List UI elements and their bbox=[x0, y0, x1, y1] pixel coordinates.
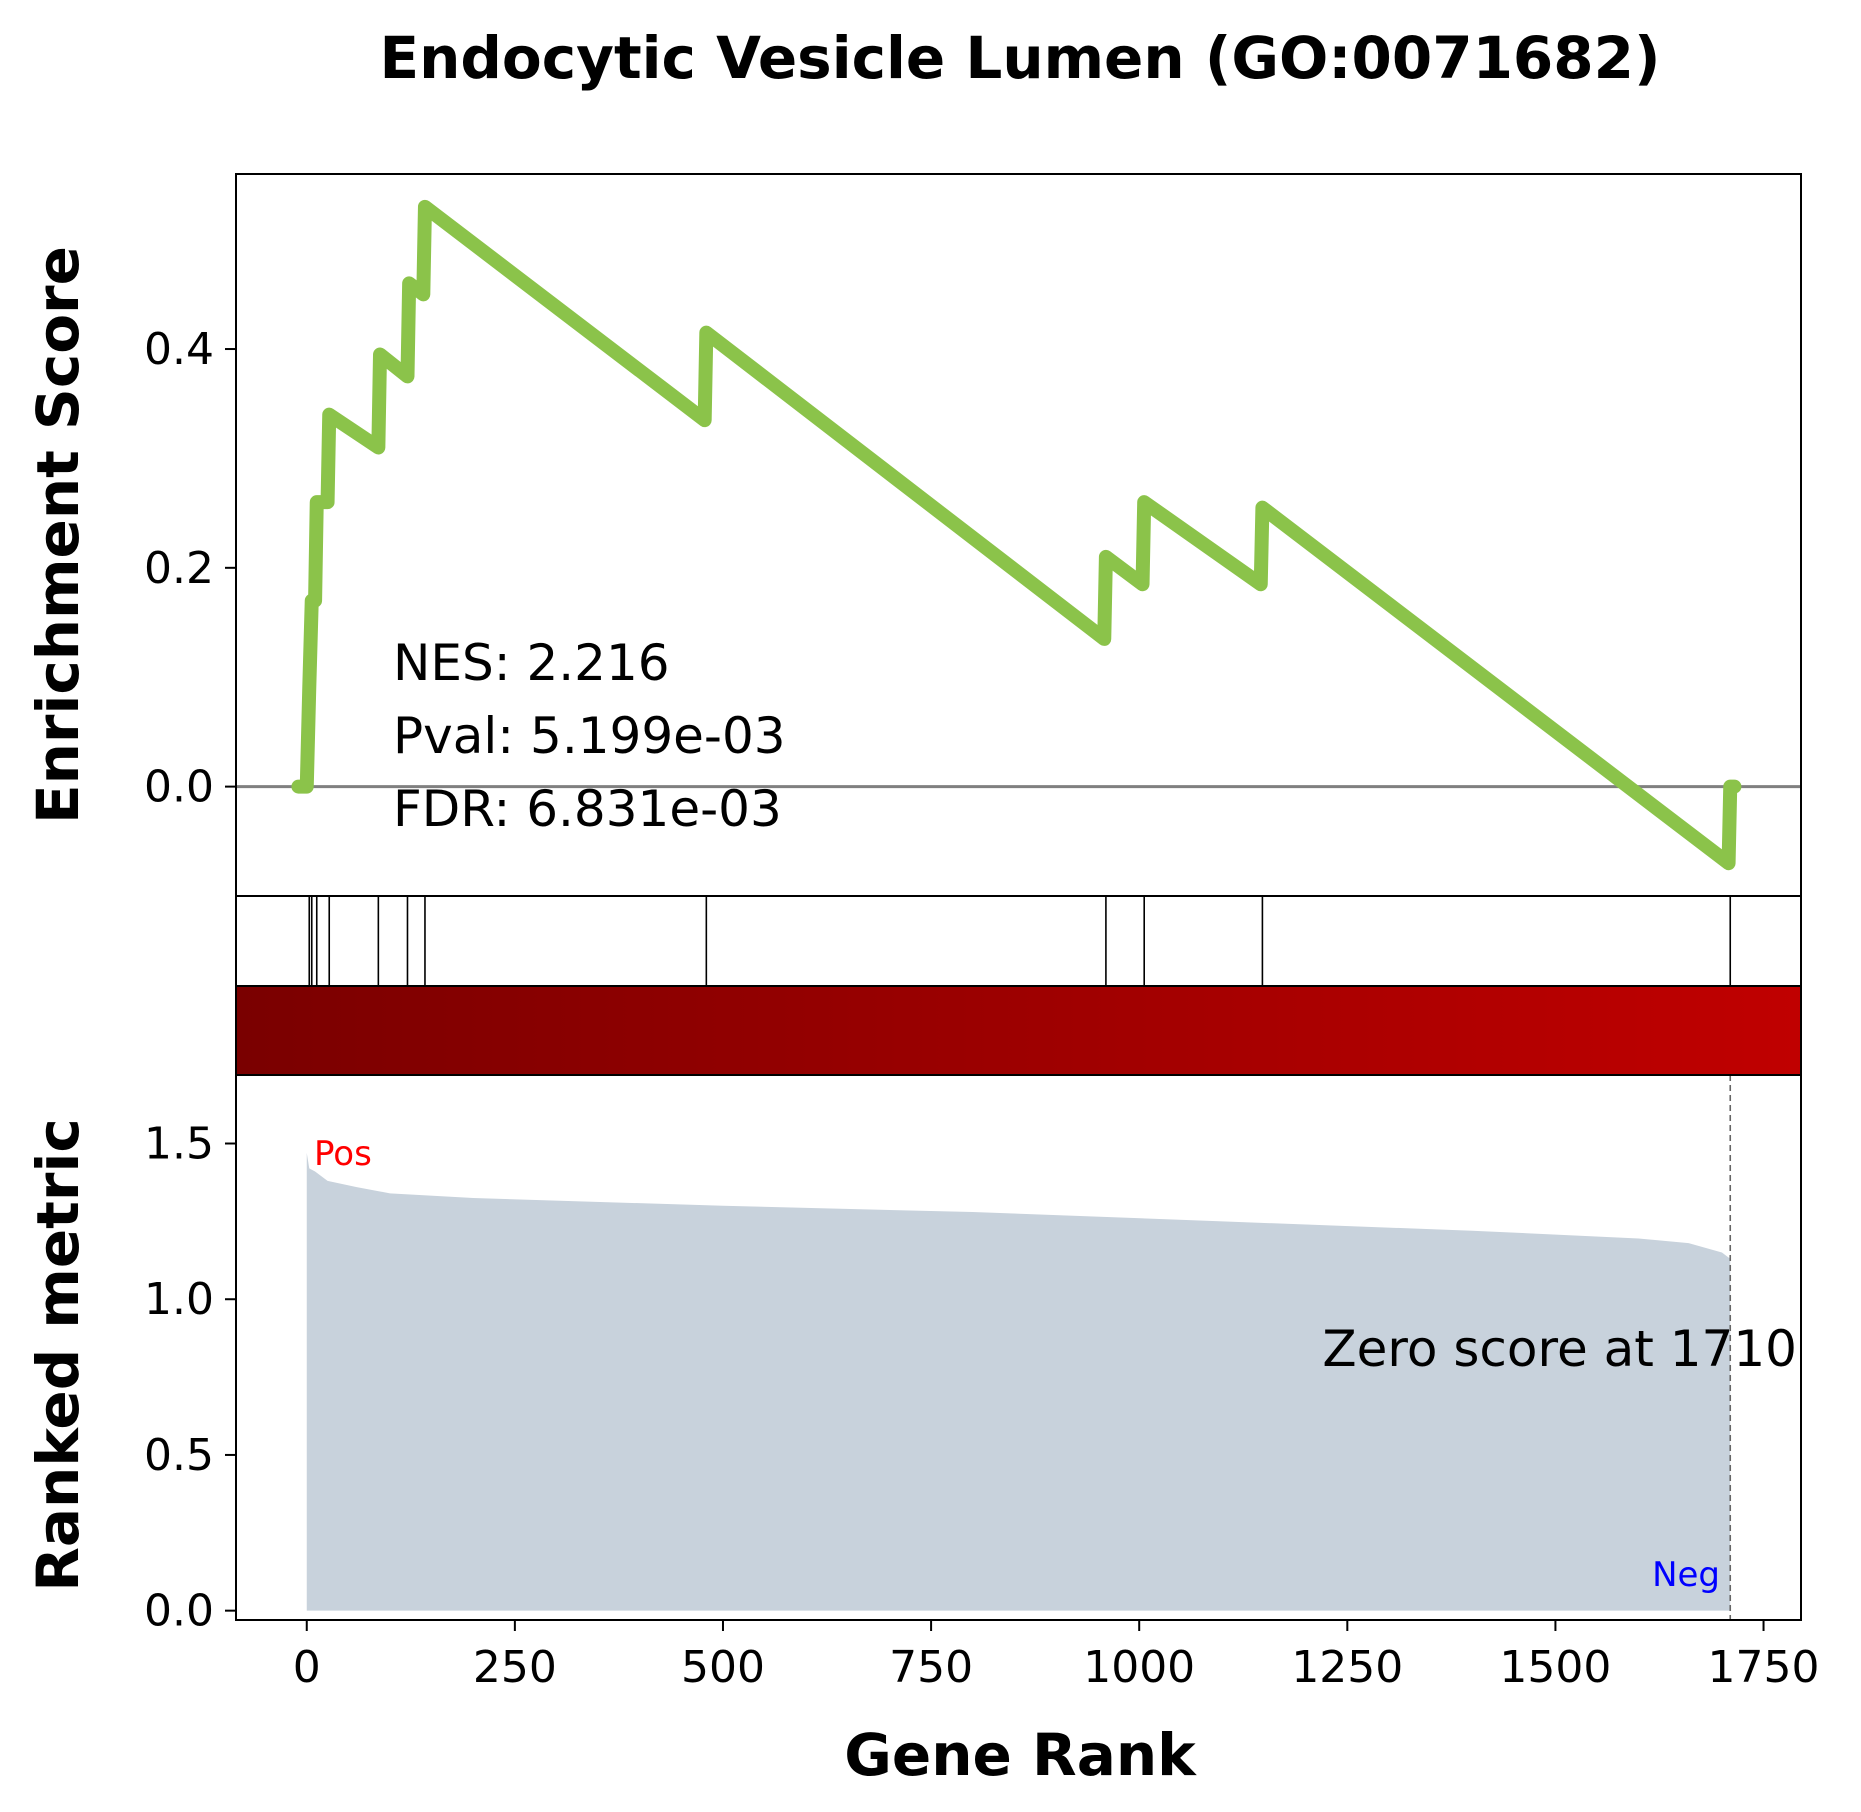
pos-label: Pos bbox=[314, 1134, 372, 1174]
hits-frame bbox=[235, 895, 1802, 987]
heatmap-panel bbox=[235, 985, 1802, 1076]
ranked-metric-panel: 0.0 0.5 1.0 1.5 bbox=[144, 1074, 1802, 1637]
ranked-y-tick-label: 1.0 bbox=[144, 1274, 214, 1325]
x-tick-label: 250 bbox=[473, 1642, 557, 1693]
x-tick-label: 1500 bbox=[1499, 1642, 1611, 1693]
zero-score-label: Zero score at 1710 bbox=[1322, 1320, 1797, 1378]
heatmap-bar bbox=[235, 985, 1802, 1076]
pval-label: Pval: 5.199e-03 bbox=[393, 707, 786, 765]
x-axis-ticks: 0 250 500 750 1000 1250 1500 1750 bbox=[293, 1620, 1820, 1693]
ranked-y-tick-label: 0.0 bbox=[144, 1586, 214, 1637]
x-tick-label: 500 bbox=[681, 1642, 765, 1693]
chart-title: Endocytic Vesicle Lumen (GO:0071682) bbox=[379, 24, 1660, 92]
hits-panel bbox=[235, 895, 1802, 987]
ranked-y-axis-title: Ranked metric bbox=[24, 1118, 92, 1592]
x-tick-label: 1750 bbox=[1708, 1642, 1820, 1693]
fdr-label: FDR: 6.831e-03 bbox=[393, 780, 782, 838]
enrichment-panel: 0.0 0.2 0.4 bbox=[144, 173, 1802, 897]
es-y-tick-label: 0.4 bbox=[144, 324, 214, 375]
x-axis-title: Gene Rank bbox=[844, 1721, 1197, 1789]
x-tick-label: 1000 bbox=[1083, 1642, 1195, 1693]
es-y-tick-label: 0.0 bbox=[144, 762, 214, 813]
ranked-y-tick-label: 0.5 bbox=[144, 1430, 214, 1481]
nes-label: NES: 2.216 bbox=[393, 634, 670, 692]
enrichment-y-axis-title: Enrichment Score bbox=[24, 246, 92, 824]
es-y-tick-label: 0.2 bbox=[144, 543, 214, 594]
neg-label: Neg bbox=[1652, 1555, 1720, 1595]
x-tick-label: 1250 bbox=[1291, 1642, 1403, 1693]
enrichment-line bbox=[291, 199, 1742, 871]
x-tick-label: 0 bbox=[293, 1642, 321, 1693]
ranked-frame bbox=[235, 1074, 1802, 1621]
ranked-y-tick-label: 1.5 bbox=[144, 1119, 214, 1170]
ranked-metric-area bbox=[306, 1152, 1731, 1611]
x-tick-label: 750 bbox=[889, 1642, 973, 1693]
